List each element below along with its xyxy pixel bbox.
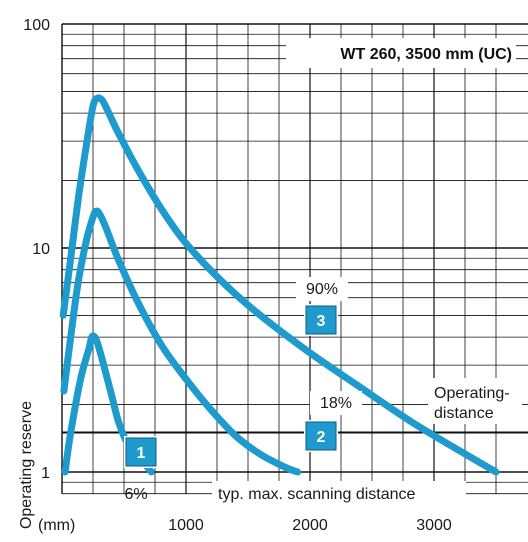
series-label-3: 90% [306,281,338,298]
x-axis-label: (mm) [38,517,75,534]
label-bg-2 [310,391,362,415]
tick-labels: 1000 2000 3000 1 10 100 [23,17,452,534]
badge-1 [125,437,157,467]
series-line-2 [60,207,302,476]
badge-number-2: 2 [317,429,326,446]
scanning-distance-label: typ. max. scanning distance [218,486,416,503]
x-tick-label: 3000 [416,517,452,534]
series-label-1: 6% [124,486,147,503]
y-tick-label: 10 [32,241,50,258]
operating-distance-bg [428,378,522,424]
series-label-2: 18% [320,395,352,412]
badge-number-3: 3 [317,313,326,330]
label-bg-3 [296,277,348,301]
badge-3 [305,305,337,335]
y-tick-label: 100 [23,17,50,34]
operating-distance-label: Operating-distance [434,385,510,422]
x-tick-label: 2000 [292,517,328,534]
y-tick-label: 1 [41,465,50,482]
y-axis-label: Operating reserve [18,401,35,529]
badge-number-1: 1 [137,445,146,462]
scanning-label-bg [212,481,466,505]
badge-2 [305,421,337,451]
series-line-3 [59,94,500,476]
title-box [286,38,516,68]
chart-title: WT 260, 3500 mm (UC) [340,46,512,63]
x-tick-label: 1000 [168,517,204,534]
annotations: 6% 1 18% 2 90% 3 Operating-distance typ. max. s… [124,277,522,505]
